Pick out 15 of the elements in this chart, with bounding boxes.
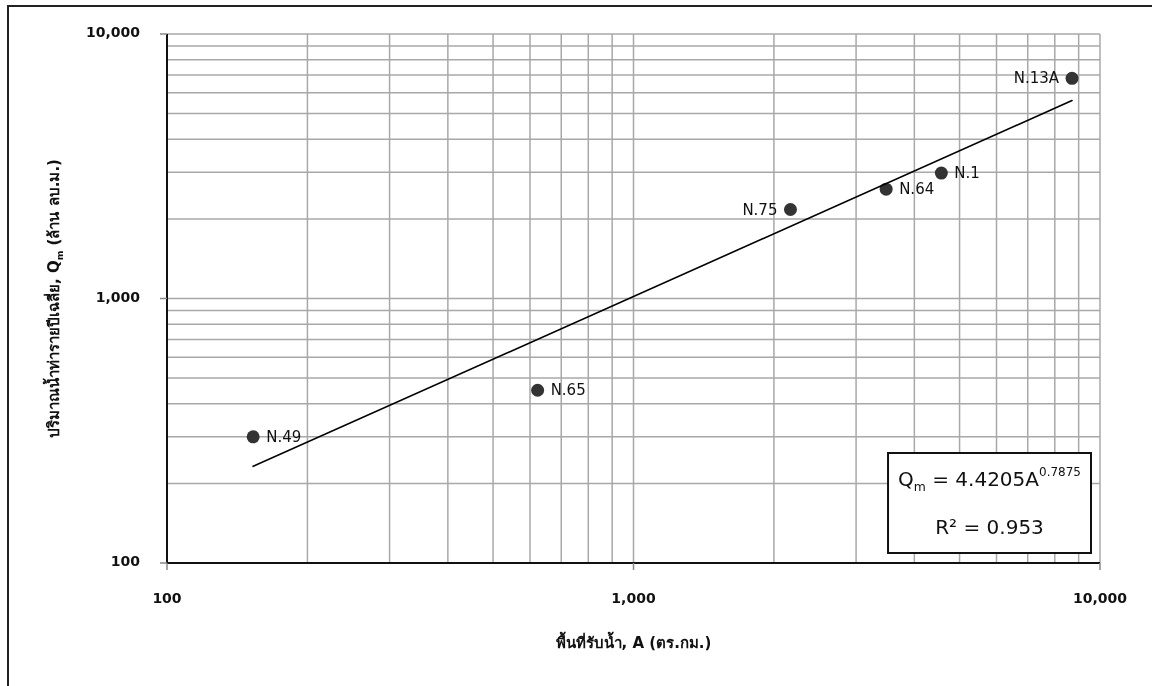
annotation: N.13A [1013,69,1060,88]
y-tick-label: 100 [110,553,141,569]
annotation: Q$_{m}$ = 4.4205A$^{0.7875}$ [898,465,1081,494]
annotation: N.65 [550,381,586,400]
annotation: N.64 [899,180,935,199]
y-tick-label: 10,000 [85,24,141,40]
x-tick-label: 10,000 [1072,590,1128,606]
y-tick-label: 1,000 [95,288,141,305]
equation-box: Q$_{m}$ = 4.4205A$^{0.7875}$ R² = 0.953 [887,452,1092,554]
annotation: N.1 [954,164,980,183]
x-tick-label: 100 [152,590,182,606]
annotation: N.75 [742,200,778,219]
annotation: R² = 0.953 [935,515,1044,539]
annotation: N.49 [266,427,302,446]
x-tick-label: 1,000 [611,590,656,606]
